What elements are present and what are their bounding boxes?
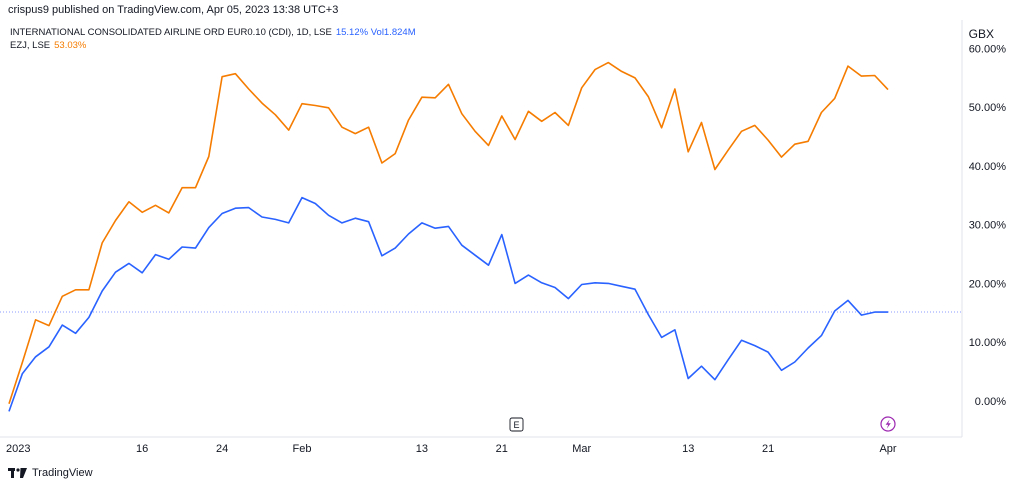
legend-ezj-label: EZJ, LSE xyxy=(10,40,51,51)
x-tick-label: 21 xyxy=(762,443,774,455)
publisher-info: crispus9 published on TradingView.com, A… xyxy=(8,4,339,16)
y-tick-label: 50.00% xyxy=(969,102,1007,114)
y-tick-label: 30.00% xyxy=(969,220,1007,232)
x-tick-label: Mar xyxy=(572,443,591,455)
iag-series-line[interactable] xyxy=(8,196,888,412)
chart-legend: INTERNATIONAL CONSOLIDATED AIRLINE ORD E… xyxy=(10,26,416,52)
x-tick-label: 24 xyxy=(216,443,228,455)
earnings-marker[interactable]: E xyxy=(509,417,524,432)
x-tick-label: 13 xyxy=(682,443,694,455)
y-tick-label: 0.00% xyxy=(975,396,1006,408)
legend-iag-label: INTERNATIONAL CONSOLIDATED AIRLINE ORD E… xyxy=(10,27,332,38)
x-tick-label: Feb xyxy=(293,443,312,455)
y-tick-label: 10.00% xyxy=(969,337,1007,349)
ezj-series-line[interactable] xyxy=(8,61,889,404)
currency-label[interactable]: GBX xyxy=(968,27,994,41)
lightning-icon[interactable] xyxy=(880,416,896,432)
legend-iag-volume: Vol1.824M xyxy=(370,27,416,38)
legend-row-iag[interactable]: INTERNATIONAL CONSOLIDATED AIRLINE ORD E… xyxy=(10,26,416,39)
x-tick-label: 21 xyxy=(496,443,508,455)
earnings-marker-label: E xyxy=(513,420,519,430)
tradingview-logo-icon xyxy=(8,468,27,478)
y-tick-label: 20.00% xyxy=(969,278,1007,290)
tradingview-brand: TradingView xyxy=(32,467,93,479)
y-tick-label: 40.00% xyxy=(969,161,1007,173)
x-tick-label: 16 xyxy=(136,443,148,455)
legend-iag-value: 15.12% xyxy=(335,27,369,38)
legend-ezj-value: 53.03% xyxy=(54,40,87,51)
x-tick-label: 13 xyxy=(416,443,428,455)
legend-row-ezj[interactable]: EZJ, LSE 53.03% xyxy=(10,39,416,52)
y-tick-label: 60.00% xyxy=(969,44,1007,56)
x-tick-label: 2023 xyxy=(6,443,30,455)
tradingview-footer[interactable]: TradingView xyxy=(8,467,93,479)
x-tick-label: Apr xyxy=(879,443,896,455)
